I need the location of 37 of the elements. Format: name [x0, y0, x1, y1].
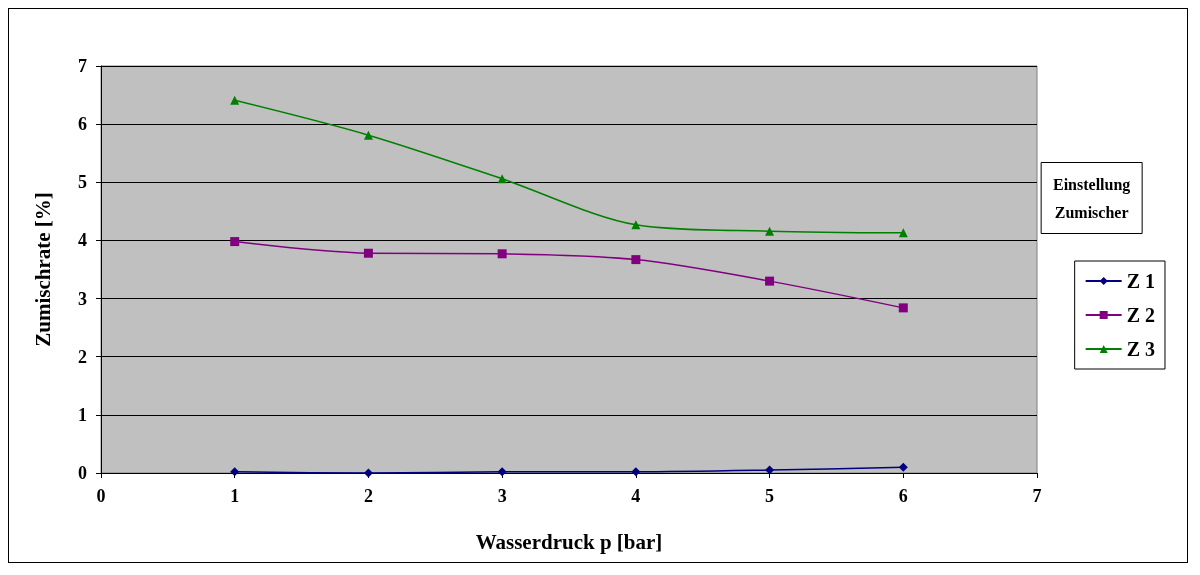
- y-tick-label: 3: [78, 288, 87, 309]
- legend-label: Z 3: [1126, 338, 1155, 360]
- legend-label: Z 1: [1126, 270, 1155, 292]
- point: [363, 468, 373, 478]
- point: [631, 467, 641, 477]
- point: [765, 276, 775, 286]
- point: [631, 255, 641, 265]
- point: [363, 248, 373, 258]
- x-tick-label: 6: [898, 486, 908, 506]
- point: [363, 130, 373, 140]
- point: [497, 467, 507, 477]
- point: [898, 462, 908, 472]
- point: [230, 95, 240, 105]
- y-tick-label: 4: [78, 230, 87, 251]
- x-tick-label: 5: [765, 486, 775, 506]
- x-tick-label: 1: [230, 486, 240, 506]
- point: [765, 465, 775, 475]
- point: [230, 467, 240, 477]
- y-tick-label: 1: [78, 404, 87, 425]
- x-tick-label: 2: [363, 486, 373, 506]
- point: [497, 249, 507, 259]
- y-axis-title: Zumischrate [%]: [30, 192, 55, 347]
- y-tick-label: 7: [78, 56, 87, 76]
- x-tick-label: 0: [96, 486, 106, 506]
- y-tick-label: 6: [78, 114, 87, 135]
- x-axis-title: Wasserdruck p [bar]: [475, 529, 663, 554]
- y-tick-label: 5: [78, 172, 87, 193]
- x-tick-label: 3: [497, 486, 507, 506]
- y-tick-label: 2: [78, 346, 87, 367]
- point: [230, 237, 240, 247]
- y-tick-label: 0: [78, 463, 87, 483]
- point: [898, 303, 908, 313]
- legend-title: Einstellung Zumischer: [1052, 175, 1131, 221]
- x-tick-label: 4: [631, 486, 641, 506]
- x-tick-label: 7: [1032, 486, 1042, 506]
- point: [765, 226, 775, 236]
- legend-label: Z 2: [1126, 304, 1155, 326]
